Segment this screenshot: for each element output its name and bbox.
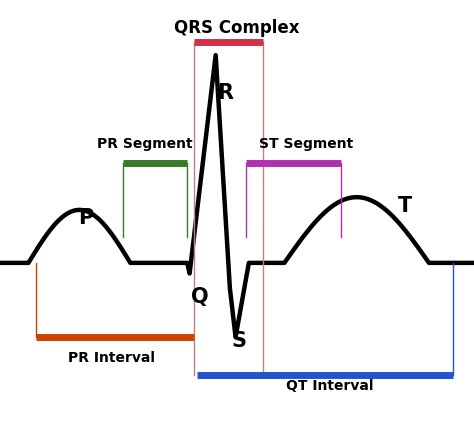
Text: QRS Complex: QRS Complex [174,19,300,36]
Text: ST Segment: ST Segment [259,137,353,151]
Text: PR Interval: PR Interval [68,351,155,365]
Text: QT Interval: QT Interval [286,379,373,393]
Text: R: R [217,83,233,103]
Text: P: P [78,208,93,229]
Text: Q: Q [191,287,209,307]
Text: S: S [232,331,247,351]
Text: T: T [398,195,412,216]
Text: PR Segment: PR Segment [97,137,192,151]
